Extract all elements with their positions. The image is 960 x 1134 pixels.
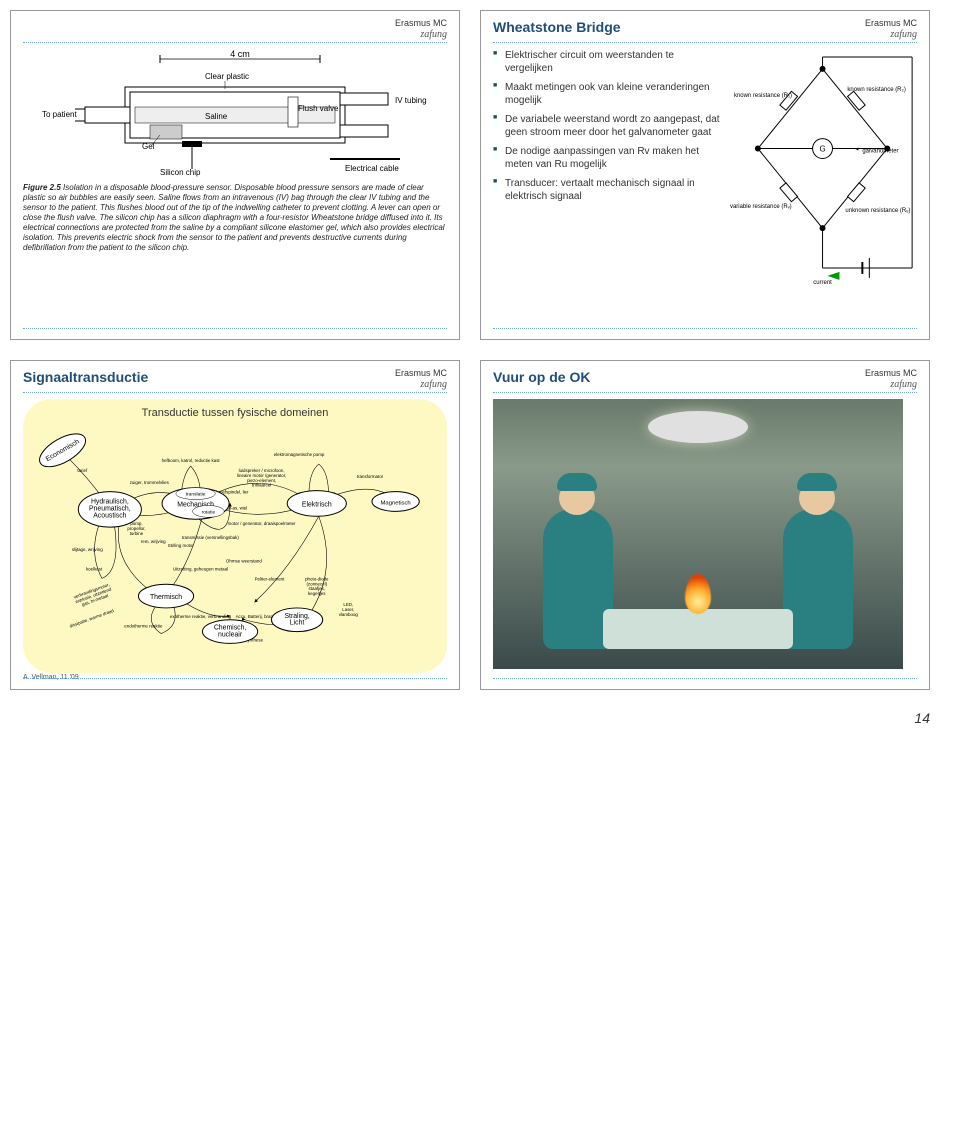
label-galv: galvanometer <box>862 148 898 154</box>
slide-header: Vuur op de OK Erasmus MC zafung <box>493 369 917 393</box>
surgeon-right-icon <box>783 509 853 649</box>
svg-text:verbrandingsmotor,explosie, ui: verbrandingsmotor,explosie, uitzettendga… <box>73 582 114 609</box>
svg-text:tarief: tarief <box>77 468 88 473</box>
svg-text:endotherme reaktie: endotherme reaktie <box>124 624 163 629</box>
svg-text:Stirling motor: Stirling motor <box>168 543 195 548</box>
svg-text:Elektrisch: Elektrisch <box>302 501 332 508</box>
slide-transduction: Signaaltransductie Erasmus MC zafung Tra… <box>10 360 460 690</box>
bullet-item: Maakt metingen ook van kleine veranderin… <box>493 81 722 107</box>
bullet-item: Transducer: vertaalt mechanisch signaal … <box>493 177 722 203</box>
svg-text:Ohmse weerstand: Ohmse weerstand <box>226 558 262 563</box>
slide-row-1: Erasmus MC zafung 4 cm <box>10 10 950 340</box>
label-dim: 4 cm <box>230 49 250 59</box>
label-to-patient: To patient <box>42 110 77 119</box>
brand: Erasmus MC zafung <box>865 369 917 390</box>
label-ru: unknown resistance (Rᵤ) <box>845 208 910 214</box>
panel-title: Transductie tussen fysische domeinen <box>33 407 437 419</box>
transduction-diagram: tarief zuiger, trommelvlies hefboom, kat… <box>33 421 437 651</box>
label-gel: Gel <box>142 142 155 151</box>
bullet-item: Elektrischer circuit om weerstanden te v… <box>493 49 722 75</box>
or-light-icon <box>648 411 748 443</box>
slide-or-fire: Vuur op de OK Erasmus MC zafung <box>480 360 930 690</box>
slide-title: Wheatstone Bridge <box>493 19 621 35</box>
slide-header: Erasmus MC zafung <box>23 19 447 43</box>
bullet-item: De variabele weerstand wordt zo aangepas… <box>493 113 722 139</box>
brand: Erasmus MC zafung <box>395 19 447 40</box>
figure-label: Figure 2.5 <box>23 183 61 192</box>
sensor-diagram: 4 cm <box>30 49 440 179</box>
brand-line2: zafung <box>865 29 917 40</box>
label-iv-tubing: IV tubing <box>395 96 427 105</box>
label-saline: Saline <box>205 112 228 121</box>
or-table-icon <box>603 609 793 649</box>
svg-text:exotherme reaktie, verbranding: exotherme reaktie, verbranding <box>170 614 232 619</box>
svg-text:motor / generator, draaispoelm: motor / generator, draaispoelmeter <box>228 521 296 526</box>
label-rv: variable resistance (Rᵥ) <box>730 204 792 210</box>
slide-wheatstone: Wheatstone Bridge Erasmus MC zafung Elek… <box>480 10 930 340</box>
brand: Erasmus MC zafung <box>865 19 917 40</box>
brand-line1: Erasmus MC <box>395 369 447 379</box>
slide-body: Elektrischer circuit om weerstanden te v… <box>493 49 917 288</box>
slide-header: Wheatstone Bridge Erasmus MC zafung <box>493 19 917 43</box>
slide-title: Signaaltransductie <box>23 369 148 385</box>
brand-line1: Erasmus MC <box>865 19 917 29</box>
svg-text:hefboom, katrol, reductie kast: hefboom, katrol, reductie kast <box>162 458 221 463</box>
brand-line1: Erasmus MC <box>865 369 917 379</box>
svg-text:koelkast: koelkast <box>86 566 103 571</box>
svg-text:Peltier-element: Peltier-element <box>255 576 286 581</box>
transduction-panel: Transductie tussen fysische domeinen <box>23 399 447 673</box>
svg-text:LED,Laser,vlamboog: LED,Laser,vlamboog <box>339 602 359 617</box>
label-current: current <box>813 280 832 286</box>
svg-text:Chemisch,nucleair: Chemisch,nucleair <box>214 625 247 639</box>
brand-line2: zafung <box>395 379 447 390</box>
svg-text:Magnetisch: Magnetisch <box>381 500 411 506</box>
label-clear-plastic: Clear plastic <box>205 72 249 81</box>
brand-line2: zafung <box>865 379 917 390</box>
or-photo <box>493 399 903 669</box>
flame-icon <box>685 574 711 614</box>
slide-title: Vuur op de OK <box>493 369 590 385</box>
label-silicon-chip: Silicon chip <box>160 168 201 177</box>
brand-line2: zafung <box>395 29 447 40</box>
label-electrical-cable: Electrical cable <box>345 164 399 173</box>
slide-row-2: Signaaltransductie Erasmus MC zafung Tra… <box>10 360 950 690</box>
page-number: 14 <box>10 710 930 726</box>
svg-text:luidspreker / microfoon,lineai: luidspreker / microfoon,lineaire motor /… <box>237 468 286 488</box>
bullet-list: Elektrischer circuit om weerstanden te v… <box>493 49 722 288</box>
svg-text:◂: ◂ <box>855 146 858 152</box>
page: Erasmus MC zafung 4 cm <box>0 0 960 746</box>
svg-text:elektromagnetische pomp: elektromagnetische pomp <box>274 452 325 457</box>
svg-text:rem, wrijving: rem, wrijving <box>141 539 166 544</box>
slide-header: Signaaltransductie Erasmus MC zafung <box>23 369 447 393</box>
brand: Erasmus MC zafung <box>395 369 447 390</box>
figure-caption-text: Isolation in a disposable blood-pressure… <box>23 183 445 252</box>
svg-text:transformator: transformator <box>357 474 384 479</box>
svg-text:Thermisch: Thermisch <box>150 594 182 601</box>
svg-text:G: G <box>819 144 825 153</box>
wheatstone-diagram: G known resistance (R₁) known resistance… <box>728 49 917 288</box>
figure-caption: Figure 2.5 Isolation in a disposable blo… <box>23 183 447 253</box>
bullet-item: De nodige aanpassingen van Rv maken het … <box>493 145 722 171</box>
svg-text:translatie: translatie <box>186 491 206 497</box>
slide-sensor: Erasmus MC zafung 4 cm <box>10 10 460 340</box>
svg-text:dissipatie, warme draad: dissipatie, warme draad <box>69 608 115 629</box>
label-r2: known resistance (R₂) <box>847 87 905 93</box>
svg-text:photo-diode(zonnecel)staafjes,: photo-diode(zonnecel)staafjes,kegeltjes <box>305 576 329 596</box>
slide-footer <box>23 678 447 683</box>
slide-footer <box>493 328 917 333</box>
label-flush-valve: Flush valve <box>298 104 339 113</box>
svg-text:zuiger, trommelvlies: zuiger, trommelvlies <box>130 480 170 485</box>
svg-text:Uitzetting, geheugen metaal: Uitzetting, geheugen metaal <box>173 566 228 571</box>
label-r1: known resistance (R₁) <box>734 93 792 99</box>
brand-line1: Erasmus MC <box>395 19 447 29</box>
svg-text:slijtage, wrijving: slijtage, wrijving <box>72 547 104 552</box>
slide-footer <box>493 678 917 683</box>
slide-footer <box>23 328 447 333</box>
svg-text:Hydraulisch,Pneumatisch,Acoust: Hydraulisch,Pneumatisch,Acoustisch <box>89 498 131 519</box>
svg-text:transmissie (versnellingsbak): transmissie (versnellingsbak) <box>182 535 240 540</box>
svg-text:rotatie: rotatie <box>202 509 216 515</box>
